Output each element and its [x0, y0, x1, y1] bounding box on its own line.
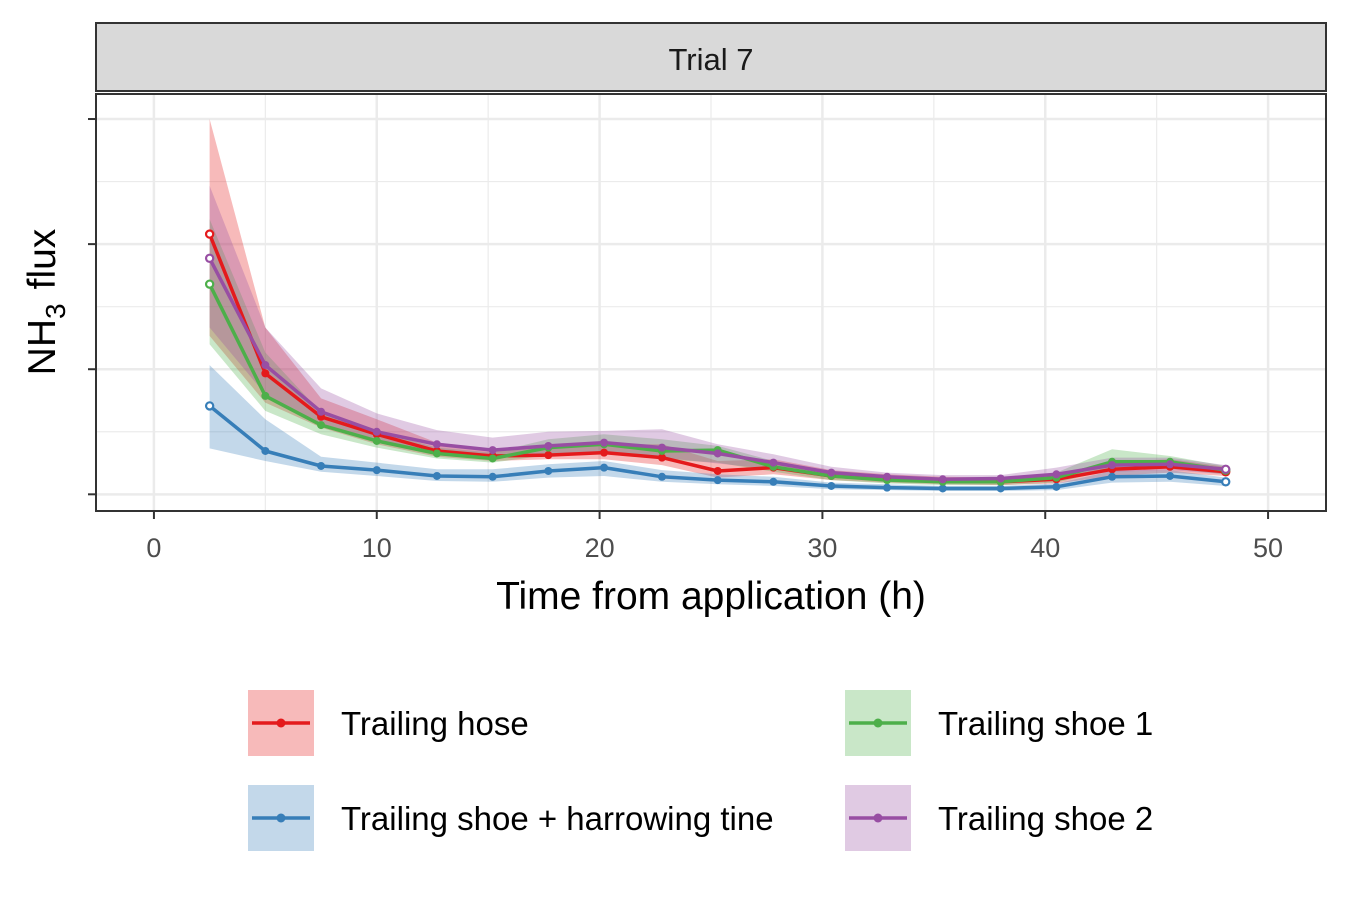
point-series-3 [261, 361, 270, 370]
point-series-3 [1108, 461, 1117, 470]
point-series-1 [432, 471, 441, 480]
point-series-0 [544, 451, 553, 460]
point-series-3 [769, 458, 778, 467]
point-series-3 [600, 438, 609, 447]
point-series-2 [261, 391, 270, 400]
x-tick-label: 50 [1253, 533, 1283, 563]
point-series-3 [544, 441, 553, 450]
x-axis-title: Time from application (h) [496, 575, 926, 618]
y-axis-title-prefix: NH [21, 319, 64, 375]
point-series-3 [372, 427, 381, 436]
point-series-0 [600, 448, 609, 457]
legend-key-point [276, 718, 286, 728]
point-series-3 [657, 443, 666, 452]
legend-key-point [276, 813, 286, 823]
point-series-1 [713, 476, 722, 485]
point-series-2 [488, 454, 497, 463]
point-series-0 [204, 229, 215, 239]
point-series-1 [883, 483, 892, 492]
legend-label: Trailing shoe + harrowing tine [341, 800, 774, 837]
x-tick-label: 10 [362, 533, 392, 563]
legend-item: Trailing hose [248, 690, 529, 756]
point-series-1 [996, 484, 1005, 493]
legend-label: Trailing shoe 1 [938, 705, 1153, 742]
x-tick-label: 40 [1030, 533, 1060, 563]
point-series-3 [938, 475, 947, 484]
x-tick-label: 0 [146, 533, 161, 563]
legend-key-point [873, 813, 883, 823]
legend-label: Trailing hose [341, 705, 529, 742]
point-series-1 [657, 472, 666, 481]
point-series-3 [1052, 470, 1061, 479]
point-series-1 [938, 484, 947, 493]
point-series-3 [432, 440, 441, 449]
point-series-1 [488, 472, 497, 481]
facet-label: Trial 7 [669, 42, 754, 77]
legend-item: Trailing shoe 2 [845, 785, 1153, 851]
point-series-3 [996, 474, 1005, 483]
y-axis-title-subscript: 3 [40, 303, 71, 319]
legend-item: Trailing shoe 1 [845, 690, 1153, 756]
point-series-1 [769, 477, 778, 486]
point-series-3 [713, 449, 722, 458]
legend-label: Trailing shoe 2 [938, 800, 1153, 837]
point-series-2 [317, 421, 326, 430]
y-axis-title-suffix: flux [21, 228, 64, 289]
point-series-2 [432, 449, 441, 458]
band-series-1 [209, 365, 1226, 491]
grid-lines [96, 94, 1326, 511]
legend-item: Trailing shoe + harrowing tine [248, 785, 774, 851]
x-tick-label: 30 [807, 533, 837, 563]
legend-key-point [873, 718, 883, 728]
point-series-3 [1221, 464, 1231, 474]
point-series-2 [204, 279, 215, 289]
point-series-1 [827, 481, 836, 490]
x-axis: 0 10 20 30 40 50 [146, 511, 1283, 563]
point-series-1 [204, 401, 215, 411]
y-axis [88, 118, 96, 496]
point-series-3 [317, 407, 326, 416]
point-series-3 [488, 446, 497, 455]
point-series-1 [317, 461, 326, 470]
point-series-3 [204, 253, 215, 263]
legend: Trailing hose Trailing shoe + harrowing t… [248, 690, 1153, 851]
point-series-3 [883, 472, 892, 481]
y-axis-title: NH3 flux [21, 228, 71, 375]
point-series-2 [372, 436, 381, 445]
facet-strip [95, 22, 1327, 92]
confidence-bands [209, 119, 1226, 491]
series-points [204, 229, 1231, 493]
point-series-1 [1166, 471, 1175, 480]
x-tick-label: 20 [585, 533, 615, 563]
band-series-2 [209, 219, 1226, 486]
panel-border [95, 93, 1327, 512]
point-series-0 [713, 466, 722, 475]
point-series-1 [1221, 477, 1231, 487]
point-series-1 [1052, 482, 1061, 491]
point-series-3 [1166, 460, 1175, 469]
point-series-0 [657, 453, 666, 462]
point-series-1 [372, 466, 381, 475]
point-series-1 [1108, 472, 1117, 481]
point-series-1 [600, 463, 609, 472]
point-series-0 [261, 369, 270, 378]
point-series-1 [544, 466, 553, 475]
point-series-1 [261, 446, 270, 455]
point-series-3 [827, 468, 836, 477]
